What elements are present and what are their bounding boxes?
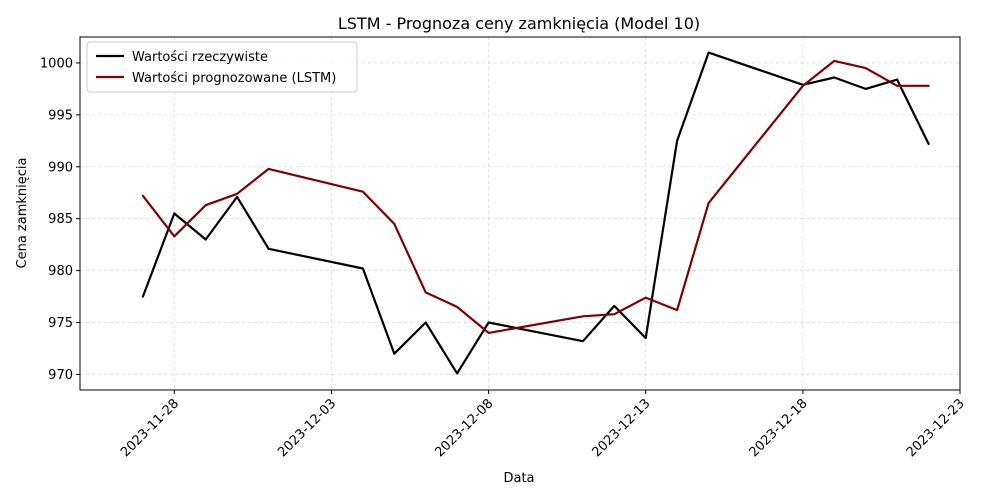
x-axis-label: Data: [503, 471, 534, 486]
predicted-series-line: [141, 59, 930, 334]
legend-box: [86, 41, 358, 93]
series-lines: [141, 51, 930, 375]
legend-label-predicted: Wartości prognozowane (LSTM): [132, 71, 336, 86]
y-tick-label: 990: [48, 160, 73, 175]
y-tick-label: 995: [48, 108, 73, 123]
y-tick-label: 1000: [40, 56, 73, 71]
chart-title: LSTM - Prognoza ceny zamknięcia (Model 1…: [338, 14, 700, 33]
plot-frame: [79, 36, 961, 391]
y-tick-label: 985: [48, 212, 73, 227]
actual-series-line: [141, 51, 930, 375]
legend: Wartości rzeczywiste Wartości prognozowa…: [86, 41, 358, 93]
y-tick-label: 980: [48, 264, 73, 279]
legend-label-actual: Wartości rzeczywiste: [132, 50, 268, 65]
y-axis-label: Cena zamknięcia: [15, 158, 30, 269]
y-tick-label: 975: [48, 316, 73, 331]
y-tick-label: 970: [48, 368, 73, 383]
